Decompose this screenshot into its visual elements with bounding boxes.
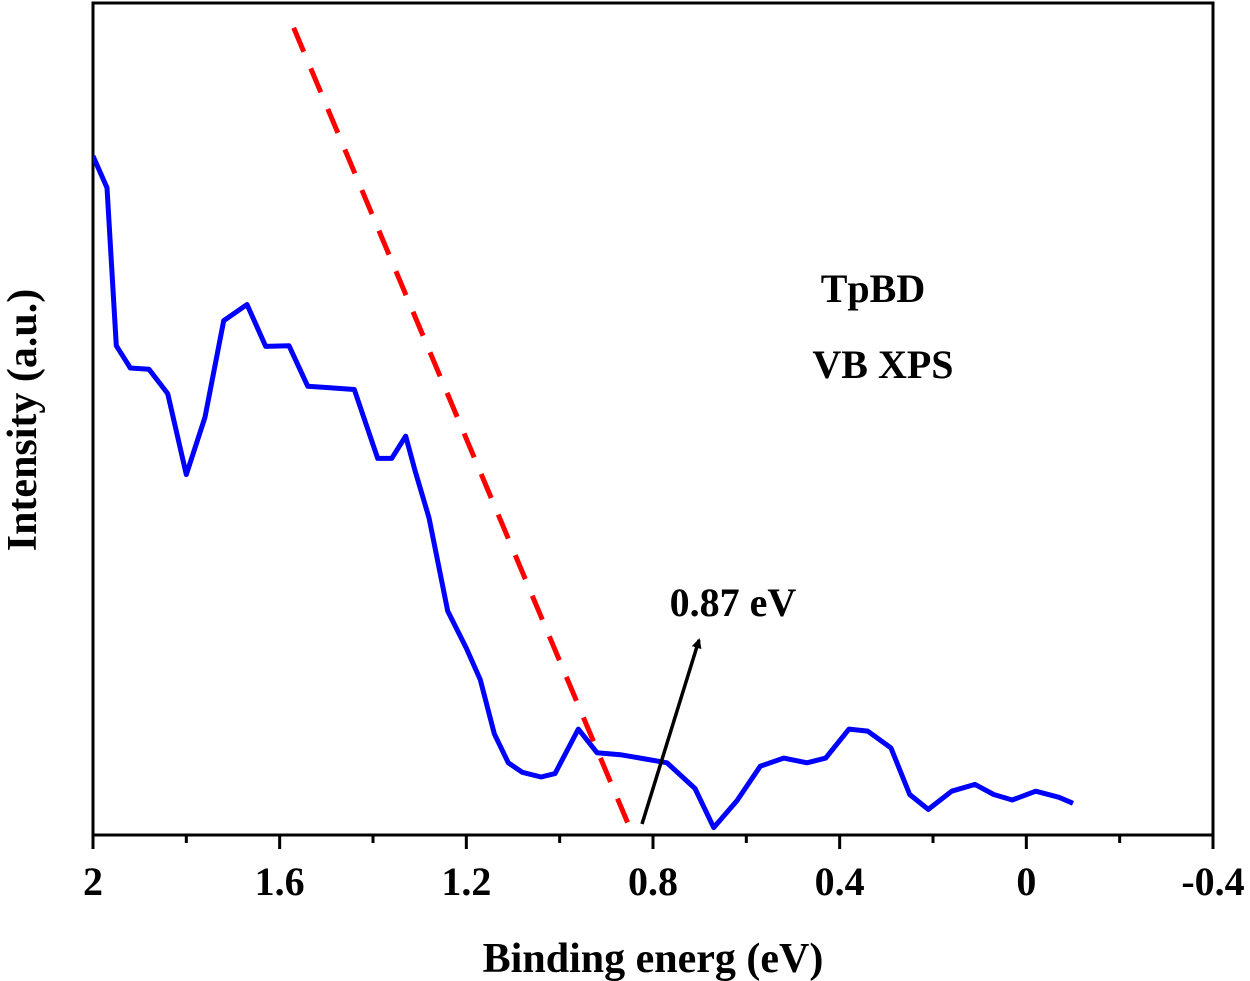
plot-frame: [91, 1, 1215, 837]
onset-label: 0.87 eV: [670, 580, 797, 625]
x-axis-tick-labels: 2 1.6 1.2 0.8 0.4 0 -0.4: [83, 859, 1245, 904]
x-axis-ticks: [91, 835, 1215, 849]
method-label: VB XPS: [812, 342, 953, 387]
x-tick-label: 0.8: [628, 859, 678, 904]
x-tick-label: -0.4: [1181, 859, 1244, 904]
onset-arrow: [640, 638, 702, 825]
x-tick-label: 1.2: [441, 859, 491, 904]
x-tick-label: 0.4: [815, 859, 865, 904]
x-tick-label: 0: [1016, 859, 1036, 904]
y-axis-title: Intensity (a.u.): [0, 289, 46, 552]
linear-fit-dashed-line: [291, 26, 633, 829]
sample-label: TpBD: [821, 266, 926, 311]
vb-xps-spectrum-line: [93, 154, 1074, 831]
x-tick-label: 2: [83, 859, 103, 904]
x-axis-title: Binding energ (eV): [483, 936, 824, 981]
x-tick-label: 1.6: [255, 859, 305, 904]
